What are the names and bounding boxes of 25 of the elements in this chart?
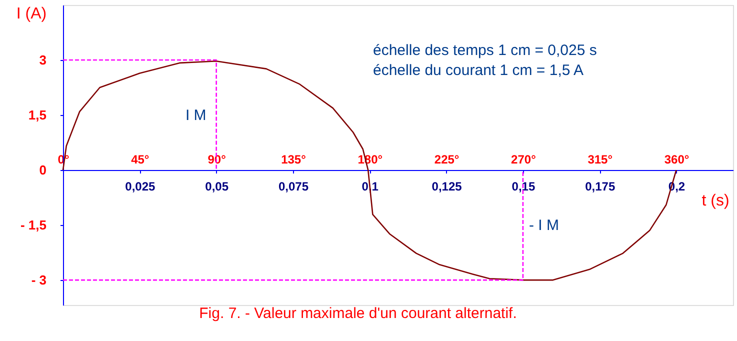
x2-tick-label: 270° (511, 152, 536, 167)
x-tick-label: 0,15 (512, 180, 536, 194)
x-axis-title: t (s) (702, 192, 730, 210)
x2-tick-label: 315° (588, 152, 613, 167)
x-tick-label: 0,075 (278, 180, 309, 194)
x-tick-label: 0,025 (125, 180, 156, 194)
annotation: échelle des temps 1 cm = 0,025 s (373, 42, 597, 59)
y-tick-label: 3 (39, 52, 46, 68)
y-axis-title: I (A) (16, 6, 47, 22)
annotation: I M (185, 107, 206, 124)
y-tick-label: 1,5 (28, 108, 46, 123)
x2-tick-label: 90° (208, 152, 226, 167)
x2-tick-label: 135° (281, 152, 306, 167)
annotation: échelle du courant 1 cm = 1,5 A (373, 62, 584, 79)
x-tick-label: 0,05 (205, 180, 229, 194)
y-tick-label: - 1,5 (20, 218, 46, 233)
annotation: - I M (528, 217, 559, 234)
x2-tick-label: 225° (434, 152, 460, 167)
y-tick-label: - 3 (31, 272, 46, 288)
y-tick-label: 0 (39, 162, 46, 178)
annotation: Fig. 7. - Valeur maximale d'un courant alternatif. (199, 305, 517, 322)
x2-tick-label: 45° (131, 152, 150, 167)
x2-tick-label: 360° (664, 152, 690, 167)
x-tick-label: 0,125 (432, 180, 462, 194)
x-tick-label: 0,175 (585, 180, 616, 194)
